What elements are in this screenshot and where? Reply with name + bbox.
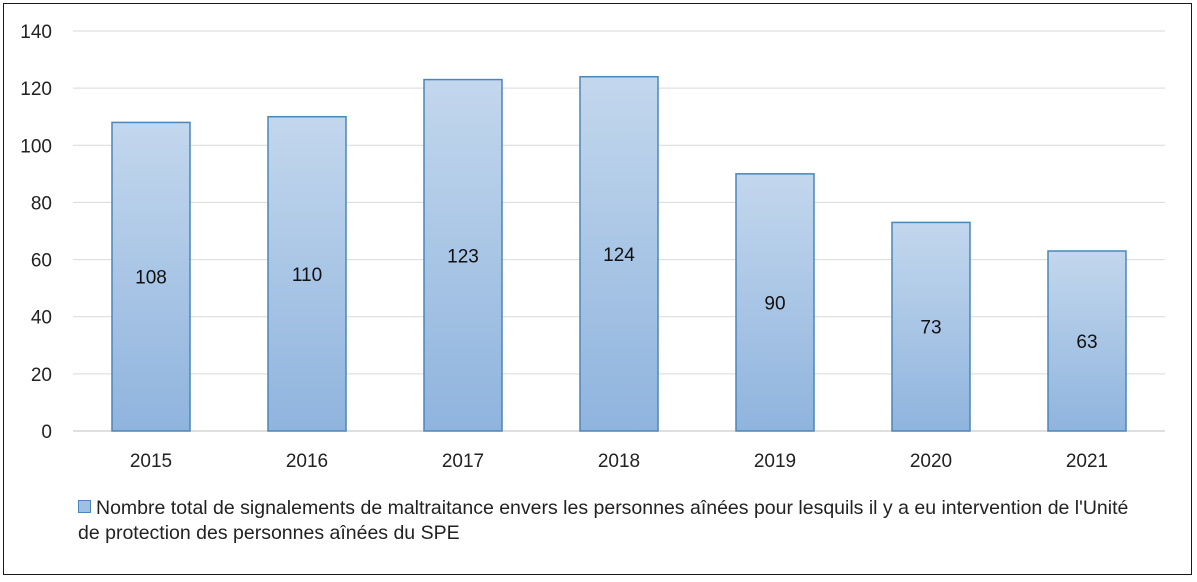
bar <box>423 78 503 432</box>
x-tick-label: 2017 <box>442 451 484 472</box>
y-tick-label: 0 <box>41 422 52 443</box>
bar <box>1047 250 1127 432</box>
x-tick-label: 2021 <box>1066 451 1108 472</box>
data-label: 110 <box>292 265 322 286</box>
x-tick-label: 2018 <box>598 451 640 472</box>
bar <box>267 115 347 432</box>
legend-swatch <box>78 500 91 513</box>
data-label: 73 <box>920 318 941 339</box>
data-label: 124 <box>603 245 635 266</box>
bar <box>579 75 659 432</box>
data-label: 108 <box>135 268 167 289</box>
data-label: 90 <box>764 293 785 314</box>
x-tick-label: 2016 <box>286 451 328 472</box>
y-tick-label: 40 <box>31 308 52 329</box>
y-axis-ticks: 0 20 40 60 80 100 120 140 <box>20 22 52 443</box>
y-tick-label: 100 <box>20 136 52 157</box>
legend: Nombre total de signalements de maltrait… <box>78 496 1138 546</box>
y-tick-label: 120 <box>20 79 52 100</box>
bars: 108 110 123 124 90 73 63 <box>111 75 1127 432</box>
bar <box>891 221 971 432</box>
y-tick-label: 80 <box>31 193 52 214</box>
y-tick-label: 60 <box>31 251 52 272</box>
data-label: 123 <box>447 246 479 267</box>
bar <box>111 121 191 432</box>
y-tick-label: 140 <box>20 22 52 43</box>
x-tick-label: 2020 <box>910 451 952 472</box>
y-tick-label: 20 <box>31 365 52 386</box>
x-tick-label: 2019 <box>754 451 796 472</box>
bar <box>735 173 815 432</box>
data-label: 63 <box>1076 332 1097 353</box>
x-tick-label: 2015 <box>130 451 172 472</box>
x-axis-ticks: 2015 2016 2017 2018 2019 2020 2021 <box>130 451 1108 472</box>
legend-label: Nombre total de signalements de maltrait… <box>78 497 1129 544</box>
